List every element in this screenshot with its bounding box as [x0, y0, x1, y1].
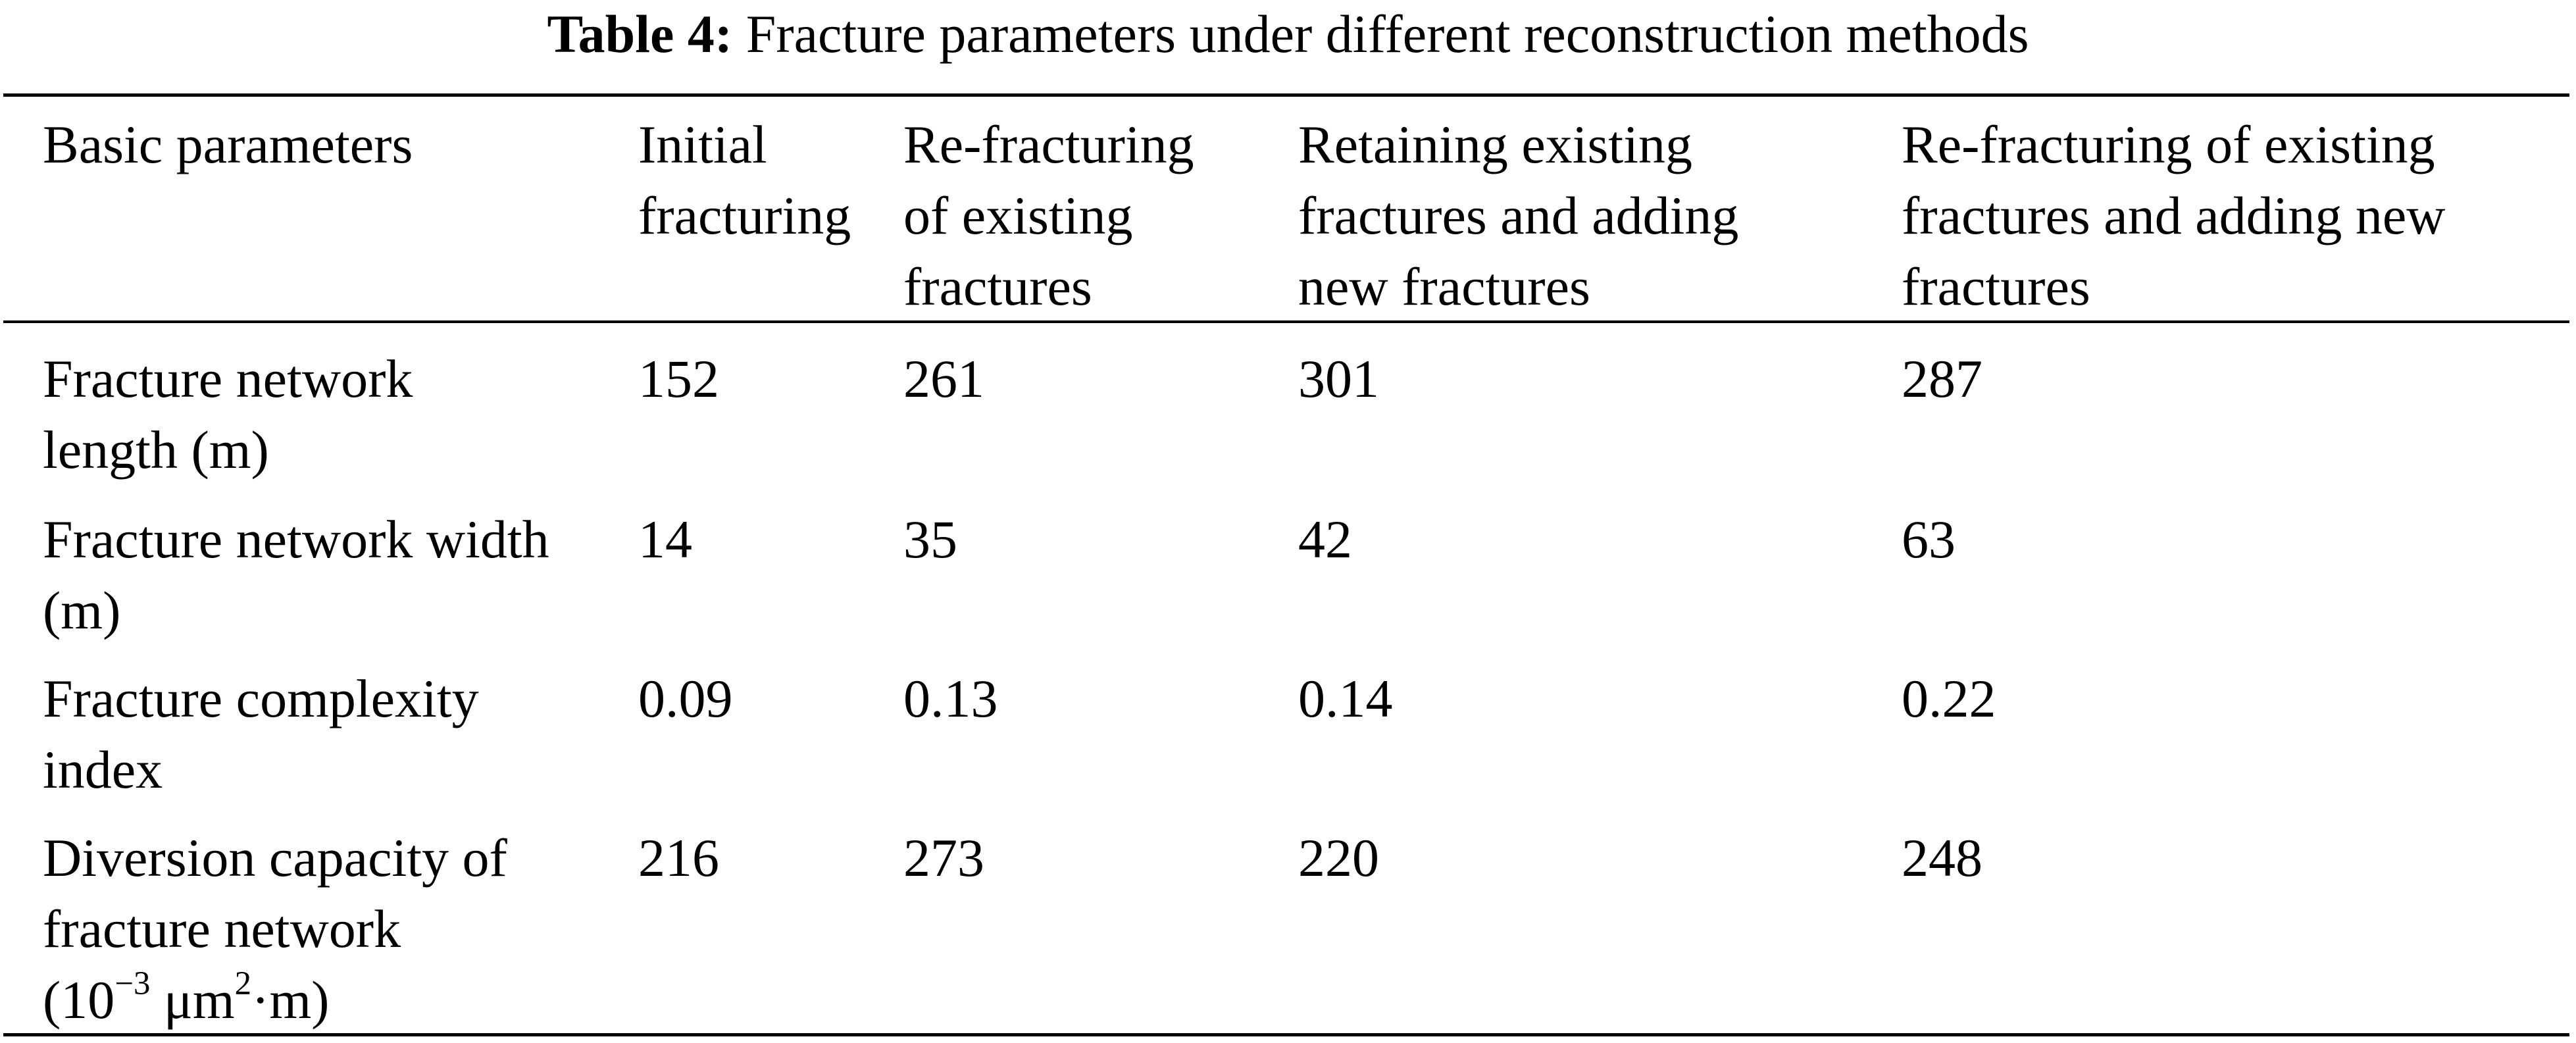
table-cell: 301 — [1298, 349, 1379, 409]
table-cell: 0.09 — [638, 669, 733, 728]
param-line: Fracture network width — [43, 509, 549, 569]
header-line: fractures — [903, 257, 1092, 317]
header-line: fractures — [1902, 257, 2090, 317]
header-refracturing-adding: Re-fracturing of existing fractures and … — [1902, 109, 2446, 322]
top-rule — [3, 93, 2569, 97]
row-param-fracture-complexity-index: Fracture complexity index — [43, 663, 479, 805]
param-line: (m) — [43, 580, 121, 640]
table-caption: Table 4: Fracture parameters under diffe… — [0, 1, 2576, 67]
header-line: Re-fracturing of existing — [1902, 114, 2435, 174]
table-cell: 220 — [1298, 828, 1379, 888]
table-cell: 152 — [638, 349, 719, 409]
header-line: of existing — [903, 186, 1133, 245]
param-line: Fracture network — [43, 349, 413, 409]
bottom-rule — [3, 1033, 2569, 1036]
table-cell: 248 — [1902, 828, 1983, 888]
table-title: Fracture parameters under different reco… — [745, 4, 2029, 64]
table-cell: 0.13 — [903, 669, 998, 728]
table-cell: 14 — [638, 509, 692, 569]
header-refracturing-existing: Re-fracturing of existing fractures — [903, 109, 1194, 322]
header-initial-fracturing: Initial fracturing — [638, 109, 851, 251]
header-retaining-adding: Retaining existing fractures and adding … — [1298, 109, 1738, 322]
table-cell: 63 — [1902, 509, 1956, 569]
param-line: fracture network — [43, 899, 401, 959]
row-param-fracture-network-length: Fracture network length (m) — [43, 343, 413, 486]
unit-suffix: ·m) — [251, 970, 330, 1030]
param-line: Diversion capacity of — [43, 828, 507, 888]
unit-exponent: 2 — [234, 965, 252, 1002]
header-rule — [3, 320, 2569, 323]
header-line: fracturing — [638, 186, 851, 245]
table-cell: 216 — [638, 828, 719, 888]
header-line: Initial — [638, 114, 767, 174]
table-cell: 261 — [903, 349, 984, 409]
header-basic-parameters: Basic parameters — [43, 109, 413, 180]
header-line: Retaining existing — [1298, 114, 1692, 174]
param-line: Fracture complexity — [43, 669, 479, 728]
unit-exponent: −3 — [114, 965, 151, 1002]
param-line: index — [43, 740, 163, 800]
table-cell: 42 — [1298, 509, 1352, 569]
header-line: fractures and adding — [1298, 186, 1739, 245]
table-cell: 0.14 — [1298, 669, 1393, 728]
table-cell: 35 — [903, 509, 957, 569]
unit-mid: μm — [150, 970, 235, 1030]
param-unit: (10−3 μm2·m) — [43, 965, 507, 1042]
table-cell: 0.22 — [1902, 669, 1996, 728]
header-line: Basic parameters — [43, 114, 413, 174]
table-cell: 273 — [903, 828, 984, 888]
param-line: length (m) — [43, 420, 269, 480]
table-cell: 287 — [1902, 349, 1983, 409]
table-label: Table 4: — [547, 4, 733, 64]
unit-prefix: (10 — [43, 970, 115, 1030]
header-line: fractures and adding new — [1902, 186, 2446, 245]
header-line: new fractures — [1298, 257, 1590, 317]
row-param-fracture-network-width: Fracture network width (m) — [43, 504, 549, 646]
row-param-diversion-capacity: Diversion capacity of fracture network (… — [43, 823, 507, 1042]
header-line: Re-fracturing — [903, 114, 1194, 174]
